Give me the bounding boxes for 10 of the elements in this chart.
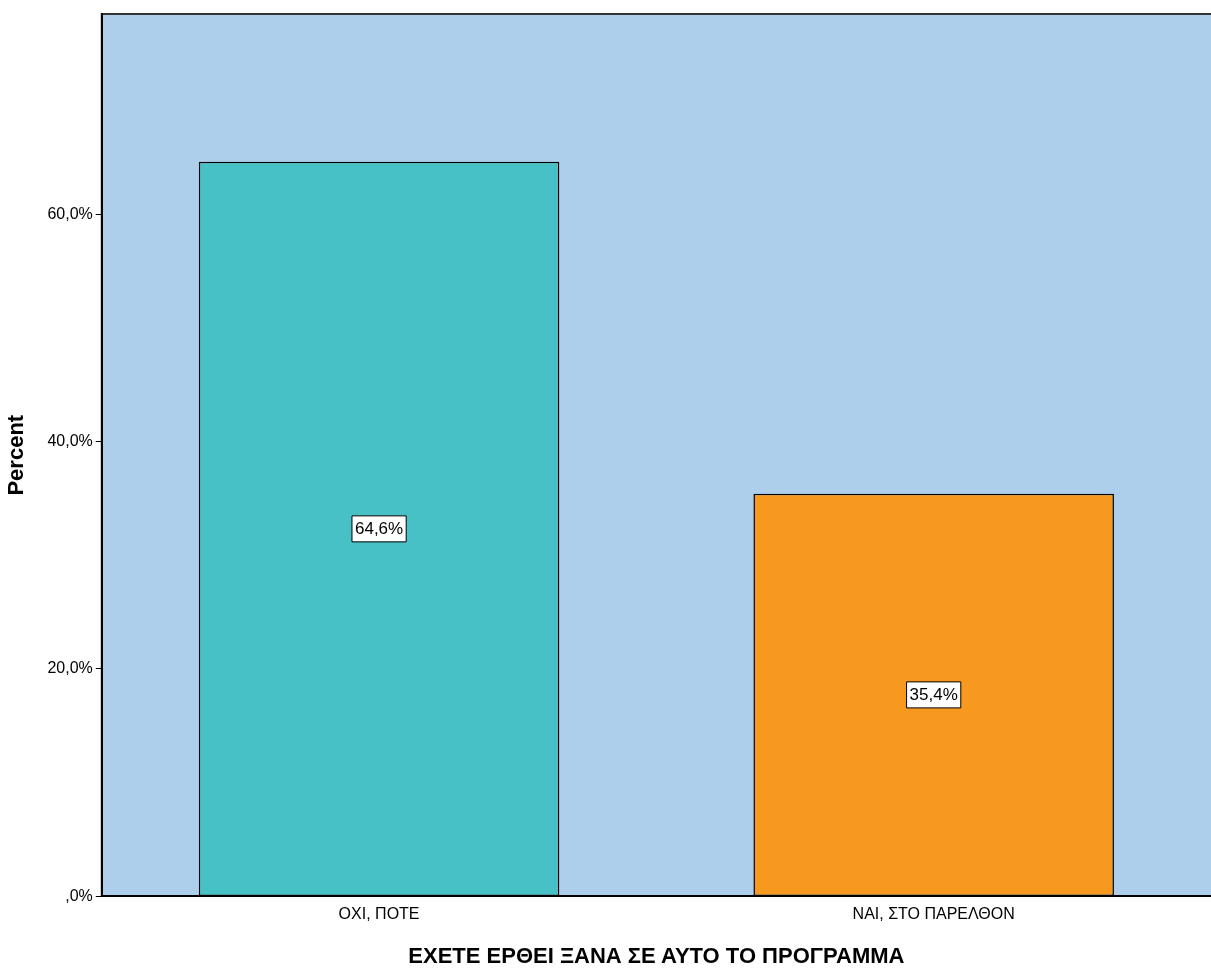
y-tick-label: ,0% <box>65 886 93 904</box>
x-tick-label: ΟΧΙ, ΠΟΤΕ <box>338 905 420 923</box>
x-tick-label: ΝΑΙ, ΣΤΟ ΠΑΡΕΛΘΟΝ <box>852 905 1015 923</box>
data-label: 35,4% <box>909 684 958 704</box>
y-axis-title: Percent <box>3 414 29 496</box>
y-tick-label: 40,0% <box>47 431 93 449</box>
data-label: 64,6% <box>354 518 404 538</box>
x-axis-title: ΕΧΕΤΕ ΕΡΘΕΙ ΞΑΝΑ ΣΕ ΑΥΤΟ ΤΟ ΠΡΟΓΡΑΜΜΑ <box>408 942 905 968</box>
y-tick-label: 20,0% <box>47 659 93 677</box>
y-tick-label: 60,0% <box>47 204 93 222</box>
